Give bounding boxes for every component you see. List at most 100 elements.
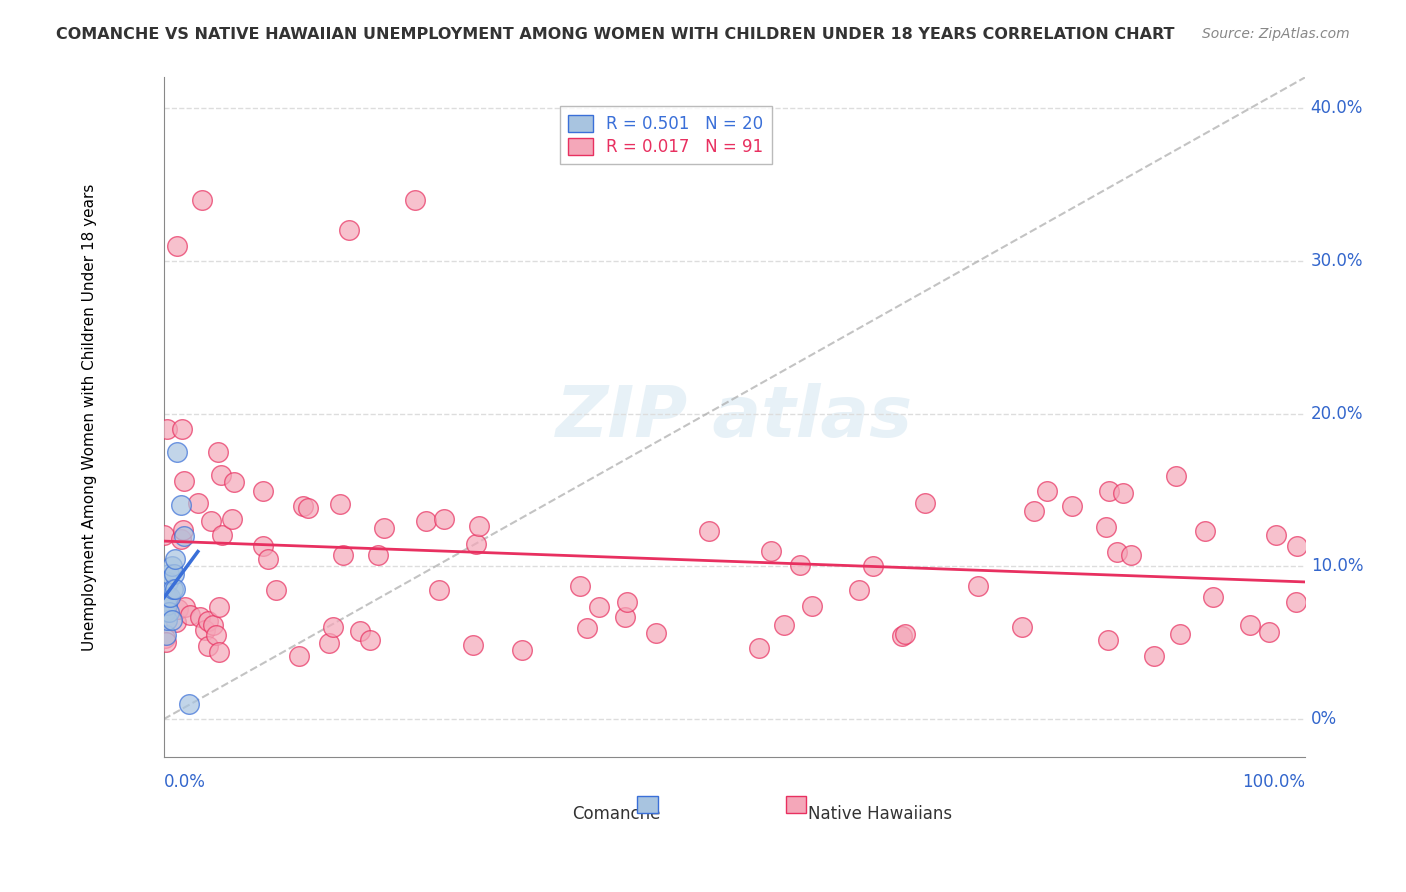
Point: [173, 475, 195, 489]
Text: ZIP atlas: ZIP atlas: [555, 383, 912, 452]
Point: [1143, 649, 1166, 664]
Point: [1168, 627, 1191, 641]
Text: Native Hawaiians: Native Hawaiians: [808, 805, 953, 823]
Point: [156, 598, 179, 612]
Point: [1258, 625, 1281, 640]
Legend: R = 0.501   N = 20, R = 0.017   N = 91: R = 0.501 N = 20, R = 0.017 N = 91: [560, 106, 772, 164]
Point: [156, 613, 179, 627]
Point: [163, 551, 186, 566]
Point: [165, 615, 187, 630]
Text: Unemployment Among Women with Children Under 18 years: Unemployment Among Women with Children U…: [82, 184, 97, 651]
Point: [179, 608, 201, 623]
Point: [207, 445, 229, 459]
Text: Source: ZipAtlas.com: Source: ZipAtlas.com: [1202, 27, 1350, 41]
Point: [510, 643, 533, 657]
Point: [264, 582, 287, 597]
Point: [166, 238, 188, 252]
Point: [1095, 520, 1118, 534]
Point: [1060, 499, 1083, 513]
Point: [613, 609, 636, 624]
Point: [170, 498, 193, 512]
Point: [173, 529, 195, 543]
Point: [297, 501, 319, 516]
Point: [318, 636, 340, 650]
Point: [967, 579, 990, 593]
Point: [188, 610, 211, 624]
Point: [1194, 524, 1216, 538]
Point: [329, 497, 352, 511]
Point: [862, 558, 884, 573]
Text: 100.0%: 100.0%: [1241, 772, 1305, 790]
Point: [211, 528, 233, 542]
Point: [759, 544, 782, 558]
FancyBboxPatch shape: [786, 797, 806, 814]
Point: [616, 595, 638, 609]
Point: [257, 551, 280, 566]
Point: [155, 631, 177, 645]
Point: [194, 623, 217, 637]
Point: [404, 193, 426, 207]
Point: [1022, 504, 1045, 518]
Point: [170, 422, 193, 436]
Point: [153, 528, 176, 542]
Point: [1036, 484, 1059, 499]
Point: [166, 445, 188, 459]
Point: [191, 193, 214, 207]
Point: [221, 512, 243, 526]
Point: [208, 599, 231, 614]
Point: [157, 574, 180, 589]
Point: [415, 514, 437, 528]
Point: [1112, 486, 1135, 500]
Text: 10.0%: 10.0%: [1310, 558, 1364, 575]
Point: [157, 567, 180, 582]
Point: [1201, 590, 1223, 604]
Point: [1166, 468, 1188, 483]
Point: [157, 605, 180, 619]
Point: [800, 599, 823, 614]
Point: [568, 579, 591, 593]
Point: [162, 582, 184, 597]
Point: [197, 614, 219, 628]
Point: [1286, 539, 1309, 553]
Point: [177, 697, 200, 711]
Text: COMANCHE VS NATIVE HAWAIIAN UNEMPLOYMENT AMONG WOMEN WITH CHILDREN UNDER 18 YEAR: COMANCHE VS NATIVE HAWAIIAN UNEMPLOYMENT…: [56, 27, 1175, 42]
Point: [163, 567, 186, 582]
Point: [1098, 483, 1121, 498]
Point: [205, 628, 228, 642]
Point: [252, 483, 274, 498]
Point: [1284, 595, 1306, 609]
Point: [433, 512, 456, 526]
Point: [359, 633, 381, 648]
Point: [1097, 632, 1119, 647]
Point: [157, 590, 180, 604]
FancyBboxPatch shape: [637, 797, 658, 814]
Text: 30.0%: 30.0%: [1310, 252, 1364, 269]
Text: 20.0%: 20.0%: [1310, 405, 1364, 423]
Point: [155, 590, 177, 604]
Point: [463, 638, 485, 652]
Point: [167, 601, 190, 615]
Point: [197, 639, 219, 653]
Point: [252, 539, 274, 553]
Point: [160, 559, 183, 574]
Point: [201, 618, 224, 632]
Point: [773, 618, 796, 632]
Point: [914, 496, 936, 510]
Point: [1105, 545, 1128, 559]
Point: [163, 582, 186, 597]
Text: 0%: 0%: [1310, 710, 1337, 728]
Point: [588, 600, 610, 615]
Point: [155, 628, 177, 642]
Point: [222, 475, 245, 490]
Point: [208, 645, 231, 659]
Point: [200, 514, 222, 528]
Point: [291, 499, 314, 513]
Point: [1239, 618, 1261, 632]
Point: [209, 467, 232, 482]
Point: [288, 648, 311, 663]
Point: [373, 521, 395, 535]
Point: [337, 223, 360, 237]
Point: [1264, 528, 1286, 542]
Text: Comanche: Comanche: [572, 805, 659, 823]
Point: [1119, 548, 1142, 562]
